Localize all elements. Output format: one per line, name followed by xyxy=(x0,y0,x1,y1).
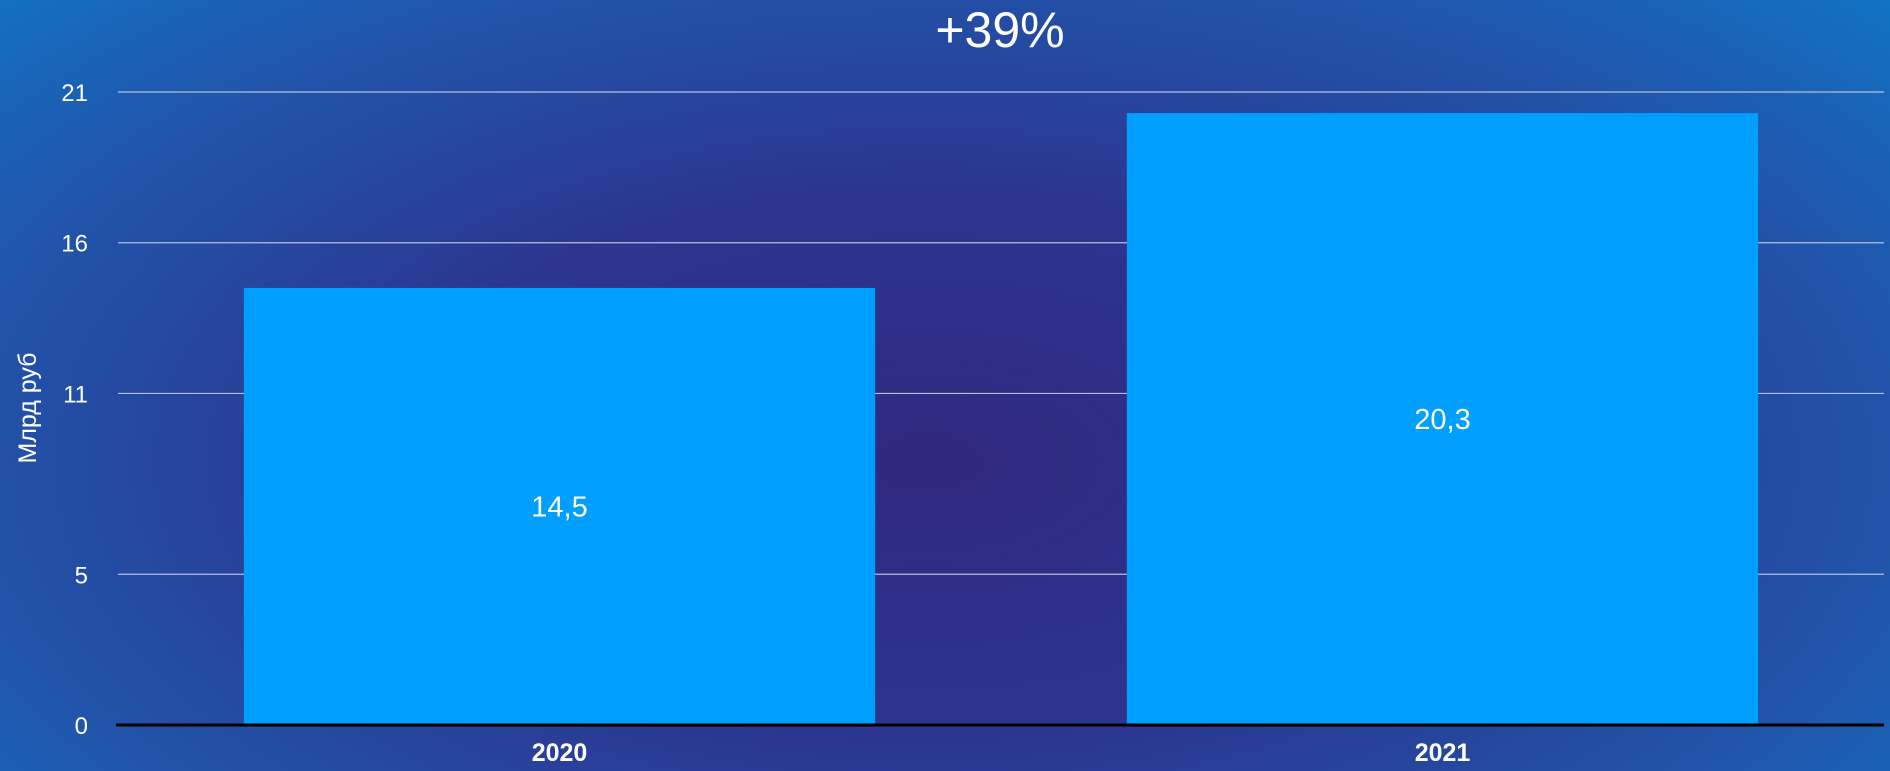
x-axis-categories: 2020 2021 xyxy=(532,739,1471,767)
bar-2020 xyxy=(243,287,876,725)
chart-title: +39% xyxy=(935,2,1064,58)
x-category-label: 2020 xyxy=(532,739,588,767)
y-tick-label: 5 xyxy=(75,562,88,589)
bar-value-label: 14,5 xyxy=(531,491,587,523)
y-axis-label: Млрд руб xyxy=(14,353,42,464)
y-tick-label: 16 xyxy=(61,231,88,258)
y-tick-label: 0 xyxy=(75,713,88,740)
y-tick-label: 21 xyxy=(61,80,88,107)
y-axis-ticks: 0 5 11 16 21 xyxy=(61,80,88,740)
bar-value-label: 20,3 xyxy=(1414,404,1470,436)
bar-2021 xyxy=(1126,113,1759,726)
data-labels: 14,5 20,3 xyxy=(531,404,1470,523)
x-category-label: 2021 xyxy=(1415,739,1471,767)
y-tick-label: 11 xyxy=(63,381,88,408)
bars xyxy=(243,113,1759,726)
